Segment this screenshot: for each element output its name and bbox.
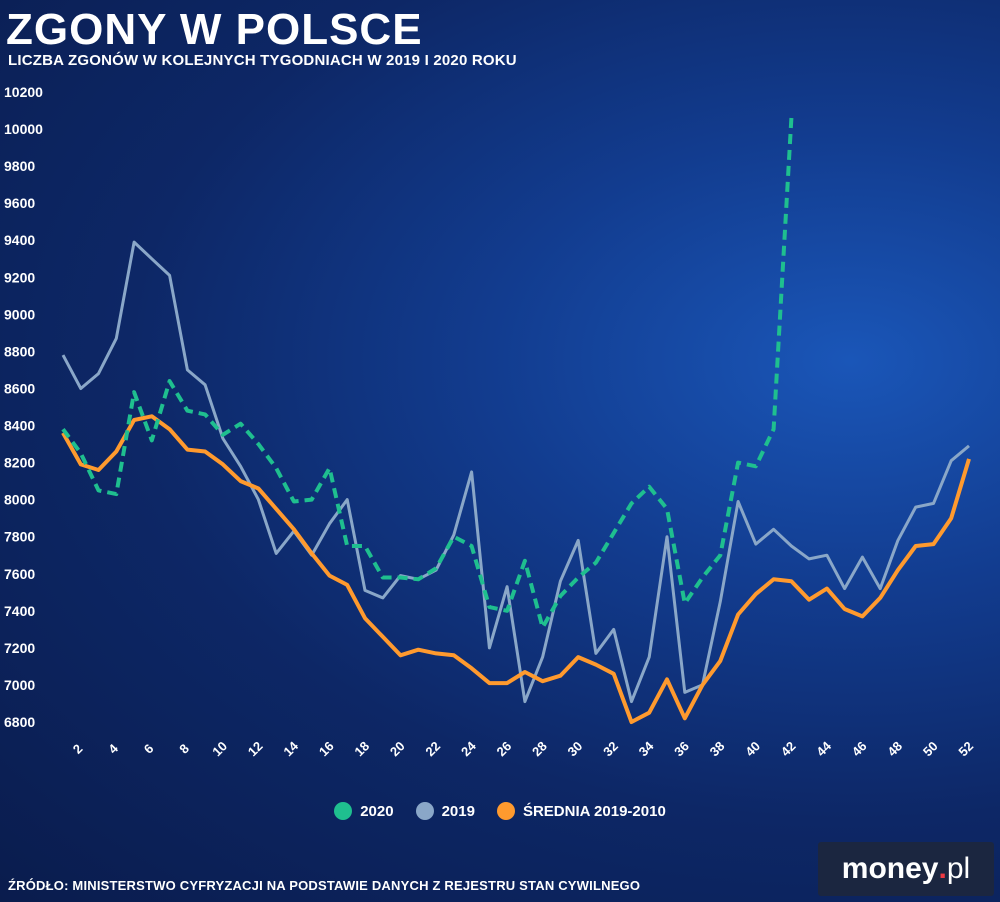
x-tick-label: 30 bbox=[565, 738, 586, 759]
chart-subtitle: LICZBA ZGONÓW W KOLEJNYCH TYGODNIACH W 2… bbox=[8, 52, 517, 69]
legend-dot-2019-icon bbox=[415, 802, 434, 820]
logo-dot: . bbox=[938, 852, 947, 885]
y-tick-label: 8600 bbox=[4, 380, 35, 396]
x-tick-label: 52 bbox=[955, 738, 976, 759]
legend-item-2020: 2020 bbox=[334, 802, 394, 820]
x-tick-label: 38 bbox=[707, 738, 728, 759]
y-tick-label: 10200 bbox=[4, 84, 43, 100]
legend-item-average: ŚREDNIA 2019-2010 bbox=[496, 802, 666, 820]
x-tick-label: 2 bbox=[70, 741, 86, 757]
legend-label-2019: 2019 bbox=[441, 802, 475, 820]
y-tick-label: 7200 bbox=[4, 640, 35, 656]
line-chart: 6800 7000 7200 7400 7600 7800 8000 8200 8400 8600… bbox=[4, 84, 977, 759]
x-tick-label: 6 bbox=[141, 741, 157, 757]
money-pl-logo: money. pl bbox=[818, 842, 994, 896]
y-tick-label: 7600 bbox=[4, 566, 35, 582]
y-tick-label: 10000 bbox=[4, 121, 43, 137]
x-tick-label: 50 bbox=[920, 738, 941, 759]
y-tick-label: 8800 bbox=[4, 343, 35, 359]
y-tick-label: 8000 bbox=[4, 492, 35, 508]
x-tick-label: 4 bbox=[105, 740, 121, 756]
x-tick-label: 16 bbox=[316, 738, 337, 759]
y-tick-label: 9600 bbox=[4, 195, 35, 211]
y-tick-label: 9000 bbox=[4, 306, 35, 322]
x-tick-label: 12 bbox=[245, 738, 266, 759]
y-tick-label: 7800 bbox=[4, 529, 35, 545]
x-tick-label: 22 bbox=[422, 738, 443, 759]
y-tick-label: 7400 bbox=[4, 603, 35, 619]
x-tick-label: 48 bbox=[884, 738, 905, 759]
series-2019-line bbox=[61, 240, 970, 704]
x-tick-label: 42 bbox=[778, 738, 799, 759]
series-average-line bbox=[61, 414, 971, 724]
source-note: ŹRÓDŁO: MINISTERSTWO CYFRYZACJI NA PODST… bbox=[8, 878, 641, 893]
logo-suffix: pl bbox=[946, 852, 971, 885]
legend: 2020 2019 ŚREDNIA 2019-2010 bbox=[0, 796, 1000, 826]
y-tick-label: 9800 bbox=[4, 158, 35, 174]
x-tick-label: 26 bbox=[494, 738, 515, 759]
legend-label-2020: 2020 bbox=[360, 802, 394, 820]
y-tick-label: 6800 bbox=[4, 714, 35, 730]
y-tick-label: 8400 bbox=[4, 418, 35, 434]
legend-label-average: ŚREDNIA 2019-2010 bbox=[522, 802, 666, 820]
x-tick-label: 20 bbox=[387, 738, 408, 759]
legend-item-2019: 2019 bbox=[415, 802, 475, 820]
x-tick-label: 36 bbox=[671, 738, 692, 759]
y-tick-label: 8200 bbox=[4, 455, 35, 471]
x-tick-label: 32 bbox=[600, 738, 621, 759]
x-tick-label: 34 bbox=[636, 738, 657, 759]
series-2020-line bbox=[61, 117, 794, 630]
x-tick-label: 46 bbox=[849, 738, 870, 759]
legend-dot-average-icon bbox=[496, 802, 515, 820]
logo-brand: money bbox=[841, 852, 939, 885]
x-tick-label: 18 bbox=[351, 738, 372, 759]
y-tick-label: 9400 bbox=[4, 232, 35, 248]
y-tick-label: 9200 bbox=[4, 269, 35, 285]
x-tick-label: 40 bbox=[742, 738, 763, 759]
x-tick-label: 28 bbox=[529, 738, 550, 759]
x-tick-label: 10 bbox=[209, 738, 230, 759]
y-axis: 6800 7000 7200 7400 7600 7800 8000 8200 8400 8600… bbox=[4, 84, 43, 730]
x-tick-label: 24 bbox=[458, 738, 479, 759]
series-group bbox=[61, 117, 971, 724]
x-tick-label: 14 bbox=[280, 738, 301, 759]
x-axis: 2 4 6 8 10 12 14 16 18 20 22 24 26 28 30 32 34 36 38 40 42 44… bbox=[70, 738, 977, 759]
chart-title: ZGONY W POLSCE bbox=[6, 5, 423, 54]
x-tick-label: 8 bbox=[176, 741, 192, 757]
x-tick-label: 44 bbox=[813, 738, 834, 759]
y-tick-label: 7000 bbox=[4, 677, 35, 693]
legend-dot-2020-icon bbox=[334, 802, 353, 820]
